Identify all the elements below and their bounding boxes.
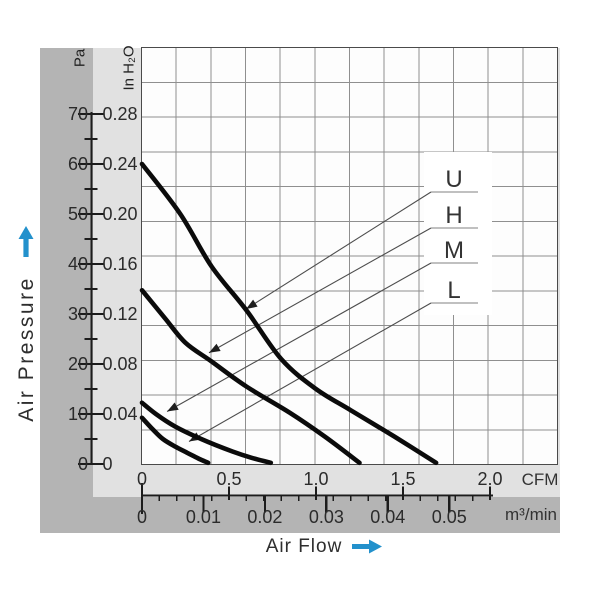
inh2o-unit-label: In H₂O <box>120 45 138 91</box>
m3min-tick-label-0.05: 0.05 <box>432 507 467 527</box>
m3min-tick-label-0: 0 <box>137 507 147 527</box>
pa-tick-label-30: 30 <box>68 304 88 324</box>
cfm-unit-label: CFM <box>521 470 559 489</box>
m3min-tick-label-0.03: 0.03 <box>309 507 344 527</box>
air-flow-right-arrow-icon <box>352 539 382 554</box>
legend-arrowhead-U <box>246 299 258 309</box>
legend-label-L: L <box>447 277 460 304</box>
legend-leader-line-H <box>208 227 432 354</box>
pa-tick-label-70: 70 <box>68 104 88 124</box>
inh2o-tick-label-0.08: 0.08 <box>103 354 138 374</box>
cfm-tick-label-1.5: 1.5 <box>390 469 415 489</box>
m3min-tick-label-0.04: 0.04 <box>370 507 405 527</box>
air-pressure-axis-label: Air Pressure <box>15 276 38 422</box>
inh2o-tick-label-0.20: 0.20 <box>103 204 138 224</box>
legend-label-U: U <box>445 166 462 193</box>
inh2o-tick-label-0.04: 0.04 <box>103 404 138 424</box>
legend-leader-line-M <box>166 262 432 412</box>
curve-H <box>139 287 362 466</box>
cfm-tick-label-0: 0 <box>137 469 147 489</box>
m3min-tick-label-0.01: 0.01 <box>186 507 221 527</box>
pa-tick-label-50: 50 <box>68 204 88 224</box>
m3min-unit-label: m³/min <box>505 505 557 524</box>
cfm-tick-label-1.0: 1.0 <box>303 469 328 489</box>
curve-M <box>139 400 274 466</box>
pa-tick-label-40: 40 <box>68 254 88 274</box>
pa-tick-label-0: 0 <box>78 454 88 474</box>
plot-border <box>140 46 559 466</box>
legend-backing-box <box>424 152 492 315</box>
inh2o-tick-label-0.12: 0.12 <box>103 304 138 324</box>
legend-leader-line-U <box>245 191 432 310</box>
pa-tick-label-10: 10 <box>68 404 88 424</box>
legend-label-H: H <box>445 202 462 229</box>
curve-U <box>139 161 439 466</box>
pa-unit-label: Pa <box>71 48 89 68</box>
legend-leader-line-L <box>188 302 432 442</box>
cfm-tick-label-2.0: 2.0 <box>477 469 502 489</box>
inh2o-tick-label-0.28: 0.28 <box>103 104 138 124</box>
curve-L <box>139 415 211 466</box>
pa-tick-label-20: 20 <box>68 354 88 374</box>
air-pressure-up-arrow-icon <box>18 226 34 257</box>
cfm-tick-label-0.5: 0.5 <box>216 469 241 489</box>
legend-arrowhead-H <box>208 343 221 353</box>
pa-tick-label-60: 60 <box>68 154 88 174</box>
legend-label-M: M <box>444 237 464 264</box>
legend-arrowhead-M <box>167 402 179 412</box>
air-flow-axis-label: Air Flow <box>265 536 343 557</box>
inh2o-tick-label-0: 0 <box>103 454 113 474</box>
inh2o-tick-label-0.24: 0.24 <box>103 154 138 174</box>
inh2o-tick-label-0.16: 0.16 <box>103 254 138 274</box>
m3min-tick-label-0.02: 0.02 <box>247 507 282 527</box>
